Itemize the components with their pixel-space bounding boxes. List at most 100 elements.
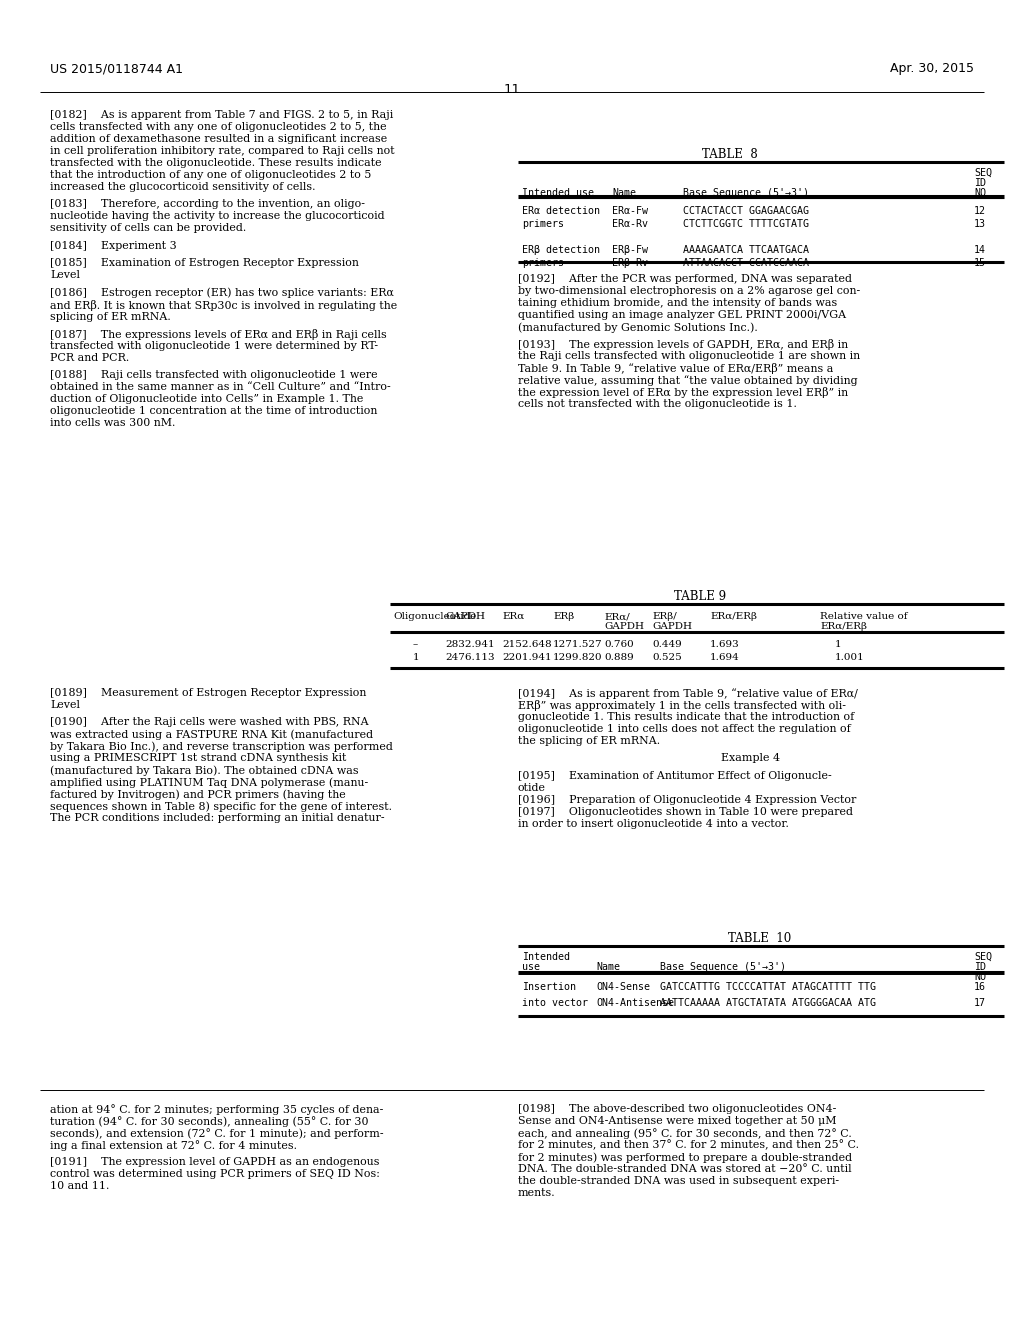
Text: [0185]    Examination of Estrogen Receptor Expression: [0185] Examination of Estrogen Receptor … — [50, 259, 358, 268]
Text: 2201.941: 2201.941 — [502, 653, 552, 663]
Text: ERα/: ERα/ — [604, 612, 630, 620]
Text: Table 9. In Table 9, “relative value of ERα/ERβ” means a: Table 9. In Table 9, “relative value of … — [518, 363, 834, 375]
Text: sequences shown in Table 8) specific for the gene of interest.: sequences shown in Table 8) specific for… — [50, 801, 392, 812]
Text: 16: 16 — [974, 982, 986, 993]
Text: [0195]    Examination of Antitumor Effect of Oligonucle-: [0195] Examination of Antitumor Effect o… — [518, 771, 831, 781]
Text: [0194]    As is apparent from Table 9, “relative value of ERα/: [0194] As is apparent from Table 9, “rel… — [518, 688, 858, 698]
Text: into vector: into vector — [522, 998, 588, 1008]
Text: ATTAACACCT CCATCCAACA: ATTAACACCT CCATCCAACA — [683, 257, 809, 268]
Text: [0192]    After the PCR was performed, DNA was separated: [0192] After the PCR was performed, DNA … — [518, 275, 852, 284]
Text: [0193]    The expression levels of GAPDH, ERα, and ERβ in: [0193] The expression levels of GAPDH, E… — [518, 339, 848, 350]
Text: cells transfected with any one of oligonucleotides 2 to 5, the: cells transfected with any one of oligon… — [50, 121, 387, 132]
Text: ERα-Fw: ERα-Fw — [612, 206, 648, 216]
Text: Example 4: Example 4 — [722, 754, 780, 763]
Text: amplified using PLATINUM Taq DNA polymerase (manu-: amplified using PLATINUM Taq DNA polymer… — [50, 777, 369, 788]
Text: ERβ: ERβ — [553, 612, 574, 620]
Text: the splicing of ER mRNA.: the splicing of ER mRNA. — [518, 737, 660, 746]
Text: CTCTTCGGTC TTTTCGTATG: CTCTTCGGTC TTTTCGTATG — [683, 219, 809, 228]
Text: 0.889: 0.889 — [604, 653, 634, 663]
Text: ation at 94° C. for 2 minutes; performing 35 cycles of dena-: ation at 94° C. for 2 minutes; performin… — [50, 1104, 383, 1115]
Text: the double-stranded DNA was used in subsequent experi-: the double-stranded DNA was used in subs… — [518, 1176, 839, 1185]
Text: primers: primers — [522, 257, 564, 268]
Text: transfected with the oligonucleotide. These results indicate: transfected with the oligonucleotide. Th… — [50, 158, 382, 168]
Text: seconds), and extension (72° C. for 1 minute); and perform-: seconds), and extension (72° C. for 1 mi… — [50, 1129, 384, 1139]
Text: [0182]    As is apparent from Table 7 and FIGS. 2 to 5, in Raji: [0182] As is apparent from Table 7 and F… — [50, 110, 393, 120]
Text: ON4-Antisense: ON4-Antisense — [596, 998, 674, 1008]
Text: CCTACTACCT GGAGAACGAG: CCTACTACCT GGAGAACGAG — [683, 206, 809, 216]
Text: duction of Oligonucleotide into Cells” in Example 1. The: duction of Oligonucleotide into Cells” i… — [50, 395, 364, 404]
Text: Name: Name — [612, 187, 636, 198]
Text: in order to insert oligonucleotide 4 into a vector.: in order to insert oligonucleotide 4 int… — [518, 818, 788, 829]
Text: (manufactured by Genomic Solutions Inc.).: (manufactured by Genomic Solutions Inc.)… — [518, 322, 758, 333]
Text: Level: Level — [50, 271, 80, 280]
Text: ERα/ERβ: ERα/ERβ — [820, 622, 867, 631]
Text: the Raji cells transfected with oligonucleotide 1 are shown in: the Raji cells transfected with oligonuc… — [518, 351, 860, 362]
Text: by Takara Bio Inc.), and reverse transcription was performed: by Takara Bio Inc.), and reverse transcr… — [50, 742, 393, 752]
Text: ERβ-Rv: ERβ-Rv — [612, 257, 648, 268]
Text: [0184]    Experiment 3: [0184] Experiment 3 — [50, 240, 177, 251]
Text: ERα-Rv: ERα-Rv — [612, 219, 648, 228]
Text: 0.760: 0.760 — [604, 640, 634, 649]
Text: increased the glucocorticoid sensitivity of cells.: increased the glucocorticoid sensitivity… — [50, 182, 315, 191]
Text: nucleotide having the activity to increase the glucocorticoid: nucleotide having the activity to increa… — [50, 211, 385, 222]
Text: ID: ID — [974, 962, 986, 972]
Text: 1.693: 1.693 — [710, 640, 739, 649]
Text: NO: NO — [974, 187, 986, 198]
Text: control was determined using PCR primers of SEQ ID Nos:: control was determined using PCR primers… — [50, 1170, 380, 1179]
Text: oligonucleotide 1 concentration at the time of introduction: oligonucleotide 1 concentration at the t… — [50, 407, 378, 416]
Text: [0197]    Oligonucleotides shown in Table 10 were prepared: [0197] Oligonucleotides shown in Table 1… — [518, 807, 853, 817]
Text: use: use — [522, 962, 540, 972]
Text: Name: Name — [596, 962, 620, 972]
Text: (manufactured by Takara Bio). The obtained cDNA was: (manufactured by Takara Bio). The obtain… — [50, 766, 358, 776]
Text: Sense and ON4-Antisense were mixed together at 50 μM: Sense and ON4-Antisense were mixed toget… — [518, 1115, 837, 1126]
Text: turation (94° C. for 30 seconds), annealing (55° C. for 30: turation (94° C. for 30 seconds), anneal… — [50, 1115, 369, 1127]
Text: splicing of ER mRNA.: splicing of ER mRNA. — [50, 312, 171, 322]
Text: sensitivity of cells can be provided.: sensitivity of cells can be provided. — [50, 223, 246, 234]
Text: 17: 17 — [974, 998, 986, 1008]
Text: [0189]    Measurement of Estrogen Receptor Expression: [0189] Measurement of Estrogen Receptor … — [50, 688, 367, 698]
Text: quantified using an image analyzer GEL PRINT 2000i/VGA: quantified using an image analyzer GEL P… — [518, 310, 846, 319]
Text: 1.694: 1.694 — [710, 653, 739, 663]
Text: 0.449: 0.449 — [652, 640, 682, 649]
Text: 1299.820: 1299.820 — [553, 653, 603, 663]
Text: Base Sequence (5'→3'): Base Sequence (5'→3') — [683, 187, 809, 198]
Text: for 2 minutes) was performed to prepare a double-stranded: for 2 minutes) was performed to prepare … — [518, 1152, 852, 1163]
Text: ID: ID — [974, 178, 986, 187]
Text: that the introduction of any one of oligonucleotides 2 to 5: that the introduction of any one of olig… — [50, 170, 372, 180]
Text: 10 and 11.: 10 and 11. — [50, 1181, 110, 1192]
Text: AATTCAAAAA ATGCTATATA ATGGGGACAA ATG: AATTCAAAAA ATGCTATATA ATGGGGACAA ATG — [660, 998, 876, 1008]
Text: TABLE  10: TABLE 10 — [728, 932, 792, 945]
Text: GAPDH: GAPDH — [604, 622, 644, 631]
Text: TABLE 9: TABLE 9 — [674, 590, 726, 603]
Text: relative value, assuming that “the value obtained by dividing: relative value, assuming that “the value… — [518, 375, 858, 387]
Text: [0198]    The above-described two oligonucleotides ON4-: [0198] The above-described two oligonucl… — [518, 1104, 837, 1114]
Text: GATCCATTTG TCCCCATTAT ATAGCATTTT TTG: GATCCATTTG TCCCCATTAT ATAGCATTTT TTG — [660, 982, 876, 993]
Text: using a PRIMESCRIPT 1st strand cDNA synthesis kit: using a PRIMESCRIPT 1st strand cDNA synt… — [50, 754, 346, 763]
Text: NO: NO — [974, 972, 986, 982]
Text: Relative value of: Relative value of — [820, 612, 907, 620]
Text: SEQ: SEQ — [974, 168, 992, 178]
Text: by two-dimensional electrophoresis on a 2% agarose gel con-: by two-dimensional electrophoresis on a … — [518, 286, 860, 296]
Text: addition of dexamethasone resulted in a significant increase: addition of dexamethasone resulted in a … — [50, 135, 387, 144]
Text: ERβ/: ERβ/ — [652, 612, 677, 620]
Text: 2476.113: 2476.113 — [445, 653, 495, 663]
Text: cells not transfected with the oligonucleotide is 1.: cells not transfected with the oligonucl… — [518, 400, 797, 409]
Text: otide: otide — [518, 783, 546, 793]
Text: into cells was 300 nM.: into cells was 300 nM. — [50, 418, 175, 429]
Text: 1.001: 1.001 — [835, 653, 864, 663]
Text: GAPDH: GAPDH — [445, 612, 485, 620]
Text: ing a final extension at 72° C. for 4 minutes.: ing a final extension at 72° C. for 4 mi… — [50, 1140, 297, 1151]
Text: PCR and PCR.: PCR and PCR. — [50, 352, 129, 363]
Text: oligonucleotide 1 into cells does not affect the regulation of: oligonucleotide 1 into cells does not af… — [518, 723, 851, 734]
Text: was extracted using a FASTPURE RNA Kit (manufactured: was extracted using a FASTPURE RNA Kit (… — [50, 730, 373, 741]
Text: –: – — [413, 640, 418, 649]
Text: Apr. 30, 2015: Apr. 30, 2015 — [890, 62, 974, 75]
Text: obtained in the same manner as in “Cell Culture” and “Intro-: obtained in the same manner as in “Cell … — [50, 383, 391, 392]
Text: 1: 1 — [413, 653, 420, 663]
Text: [0183]    Therefore, according to the invention, an oligo-: [0183] Therefore, according to the inven… — [50, 199, 365, 210]
Text: the expression level of ERα by the expression level ERβ” in: the expression level of ERα by the expre… — [518, 387, 848, 399]
Text: and ERβ. It is known that SRp30c is involved in regulating the: and ERβ. It is known that SRp30c is invo… — [50, 300, 397, 310]
Text: 2152.648: 2152.648 — [502, 640, 552, 649]
Text: gonucleotide 1. This results indicate that the introduction of: gonucleotide 1. This results indicate th… — [518, 711, 854, 722]
Text: SEQ: SEQ — [974, 952, 992, 962]
